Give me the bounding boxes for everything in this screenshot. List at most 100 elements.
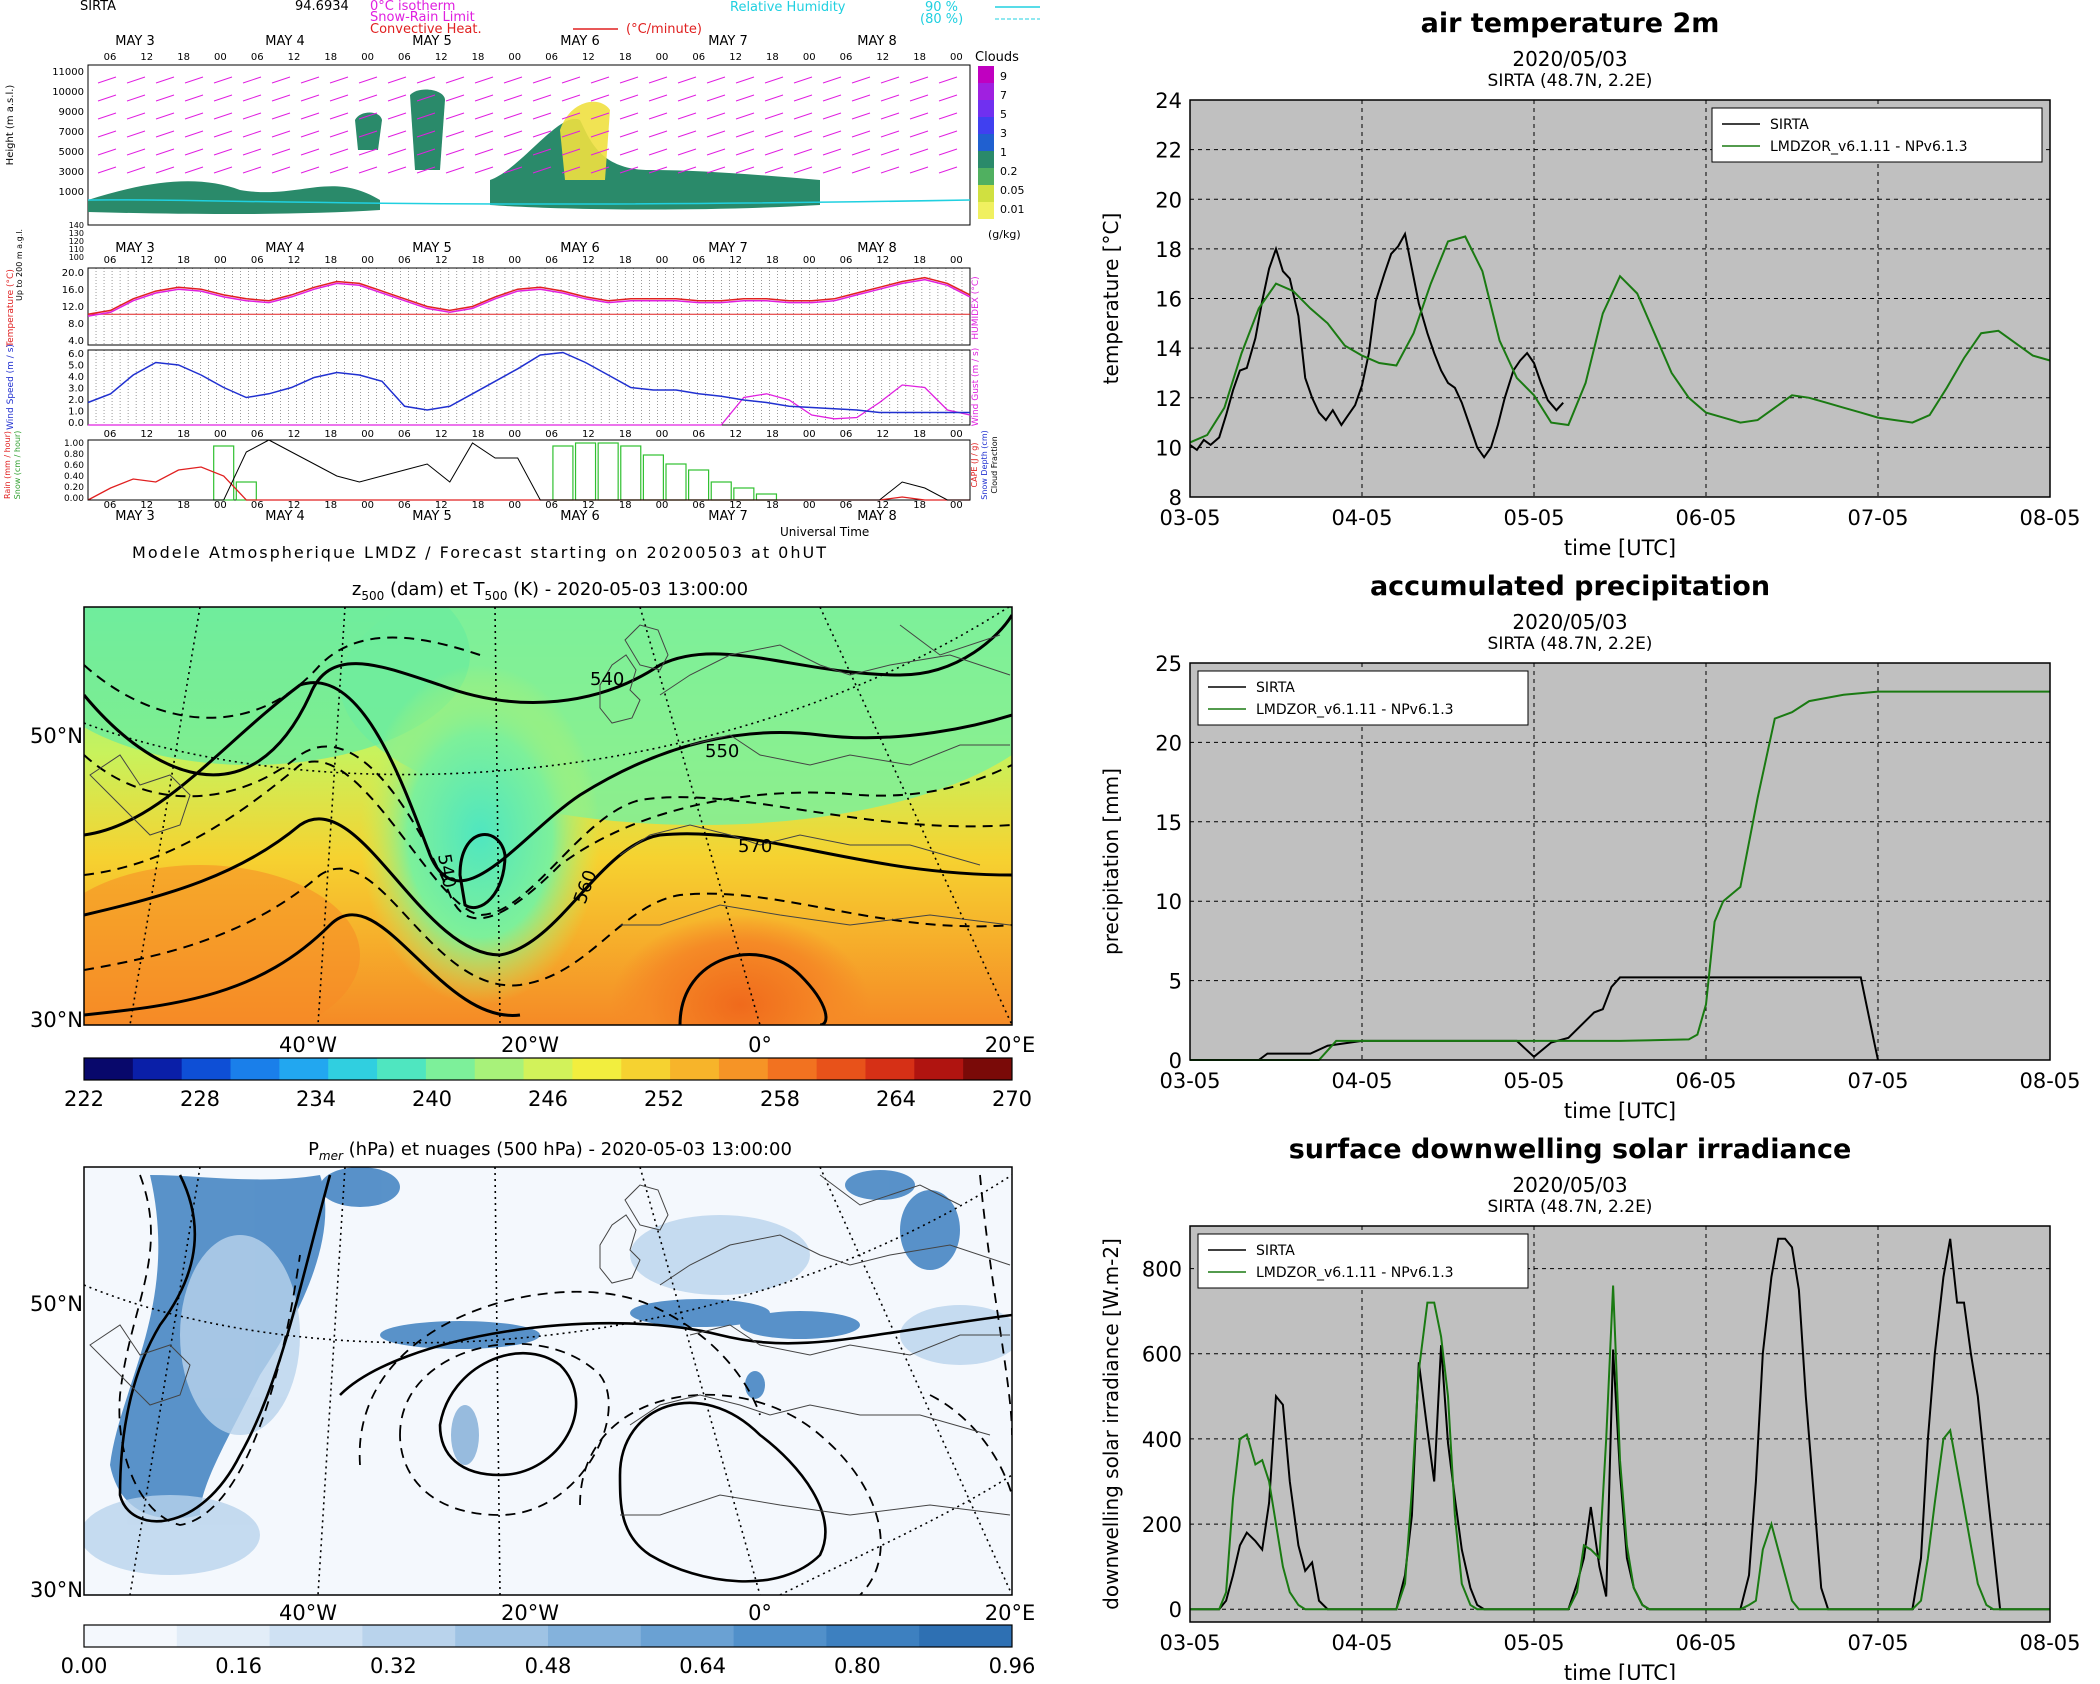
meteo-wind-arrow: [793, 148, 813, 156]
map1-field: [84, 607, 1012, 1025]
meteo-hour-label: 12: [288, 255, 301, 266]
ts0-xtick-label: 03-05: [1159, 506, 1220, 530]
meteo-wind-arrow: [97, 94, 117, 102]
clouds-colorbar-cell: [978, 134, 994, 151]
meteo-wind-arrow: [155, 130, 175, 138]
ts2-xtick-label: 06-05: [1675, 1631, 1736, 1655]
map2-colorbar-ticks: 0.00 0.16 0.32 0.48 0.64 0.80 0.96: [61, 1654, 1036, 1678]
ts0-xtick-label: 07-05: [1847, 506, 1908, 530]
meteo-wind-arrow: [97, 130, 117, 138]
meteo-wind-arrow: [677, 148, 697, 156]
meteo-hour-label: 06: [104, 500, 117, 511]
meteo-temp-tick: 4.0: [68, 336, 84, 347]
meteo-hour-label: 06: [251, 52, 264, 63]
meteo-wind-tick: 4.0: [68, 372, 84, 383]
meteo-wind-arrow: [358, 130, 378, 138]
meteo-hour-label: 12: [729, 500, 742, 511]
meteo-hour-label: 12: [288, 52, 301, 63]
meteogram-site: SIRTA: [80, 0, 116, 14]
meteo-low-tick: 110: [69, 245, 84, 254]
meteo-hour-label: 18: [766, 500, 779, 511]
legend-rh: Relative Humidity: [730, 0, 846, 15]
meteo-wind-arrow: [735, 166, 755, 174]
clouds-colorbar-cell: [978, 83, 994, 100]
ts0-ytick-label: 18: [1155, 238, 1182, 262]
meteo-hour-label: 00: [803, 52, 816, 63]
meteo-temp-tick: 20.0: [62, 268, 84, 279]
colorbar-cell: [84, 1625, 178, 1647]
rain-axis-label: Rain (mm / hour): [3, 431, 12, 499]
meteo-hour-label: 18: [619, 52, 632, 63]
meteo-wind-arrow: [126, 148, 146, 156]
meteo-cloud-layer: [560, 101, 610, 180]
ts2-xtick-label: 08-05: [2019, 1631, 2080, 1655]
ts2-ytick-label: 800: [1142, 1258, 1182, 1282]
meteo-hour-label: 12: [876, 255, 889, 266]
meteo-wind-arrow: [706, 112, 726, 120]
meteo-wind-tick: 2.0: [68, 395, 84, 406]
map2-lon-20w: 20°W: [501, 1601, 559, 1625]
meteo-wind-arrow: [619, 166, 639, 174]
colorbar-frame: [83, 1057, 1013, 1081]
legend-rh80: (80 %): [920, 12, 963, 27]
meteo-hour-label: 18: [177, 255, 190, 266]
clouds-colorbar-tick: 0.05: [1000, 184, 1025, 197]
meteo-wind-arrow: [358, 148, 378, 156]
ts2-ylabel: downwelling solar irradiance [W.m-2]: [1099, 1238, 1123, 1610]
ts0-subtitle-site: SIRTA (48.7N, 2.2E): [1488, 71, 1653, 91]
colorbar-cell: [733, 1625, 827, 1647]
meteo-hour-label: 06: [398, 429, 411, 440]
meteo-hour-label: 18: [472, 52, 485, 63]
meteo-hour-label: 06: [545, 255, 558, 266]
meteo-wind-arrow: [155, 76, 175, 84]
clouds-colorbar-tick: 0.01: [1000, 203, 1025, 216]
meteo-wind-arrow: [822, 166, 842, 174]
meteo-wind-arrow: [155, 94, 175, 102]
meteo-wind-arrow: [155, 112, 175, 120]
colorbar-cell: [816, 1058, 866, 1080]
meteo-hour-label: 00: [508, 429, 521, 440]
ts2-legend: [1197, 1233, 1529, 1289]
meteo-wind-arrow: [271, 148, 291, 156]
meteo-day-label-mid: MAY 5: [412, 241, 451, 256]
meteo-wind-arrow: [648, 148, 668, 156]
colorbar-tick-label: 0.80: [834, 1654, 881, 1678]
meteo-wind-arrow: [416, 166, 436, 174]
meteo-wind-arrow: [387, 130, 407, 138]
meteo-day-label-mid: MAY 4: [265, 241, 304, 256]
air-temperature-chart-panel: air temperature 2m 2020/05/03 SIRTA (48.7N…: [1080, 0, 2100, 560]
meteo-rain-tick: 1.00: [64, 439, 84, 449]
meteo-wind-arrow: [735, 112, 755, 120]
meteo-cloudfrac-line: [88, 439, 970, 501]
meteo-wind-arrow: [561, 76, 581, 84]
meteo-wind-arrow: [271, 166, 291, 174]
meteo-wind-arrow: [155, 148, 175, 156]
meteo-height-tick: 7000: [59, 127, 84, 138]
clouds-colorbar-cell: [978, 100, 994, 117]
meteo-wind-arrow: [242, 130, 262, 138]
ts2-xlabel: time [UTC]: [1564, 1661, 1676, 1680]
clouds-colorbar-tick: 3: [1000, 127, 1007, 140]
meteo-wind-arrow: [503, 112, 523, 120]
meteo-wind-arrow: [329, 130, 349, 138]
meteo-wind-arrow: [242, 94, 262, 102]
meteo-wind-arrow: [764, 166, 784, 174]
colorbar-cell: [865, 1058, 915, 1080]
precipitation-chart: accumulated precipitation2020/05/03SIRTA…: [1099, 571, 2081, 1123]
ts1-ytick-label: 20: [1155, 731, 1182, 755]
meteo-wind-tick: 5.0: [68, 361, 84, 372]
meteo-wind-arrow: [300, 76, 320, 84]
meteo-wind-arrow: [503, 76, 523, 84]
ts1-ytick-label: 0: [1169, 1049, 1182, 1073]
meteo-hour-label: 12: [729, 429, 742, 440]
meteo-day-label-mid: MAY 3: [115, 241, 154, 256]
colorbar-cell: [919, 1625, 1013, 1647]
meteogram-footer: Modele Atmospherique LMDZ / Forecast sta…: [132, 543, 828, 562]
colorbar-cell: [548, 1625, 642, 1647]
clouds-colorbar-cell: [978, 168, 994, 185]
ts0-legend-label: SIRTA: [1770, 117, 1809, 133]
meteo-wind-arrow: [503, 148, 523, 156]
meteo-wind-arrow: [213, 148, 233, 156]
low-axis-label: Up to 200 m a.g.l.: [15, 229, 24, 301]
meteo-wind-arrow: [271, 94, 291, 102]
